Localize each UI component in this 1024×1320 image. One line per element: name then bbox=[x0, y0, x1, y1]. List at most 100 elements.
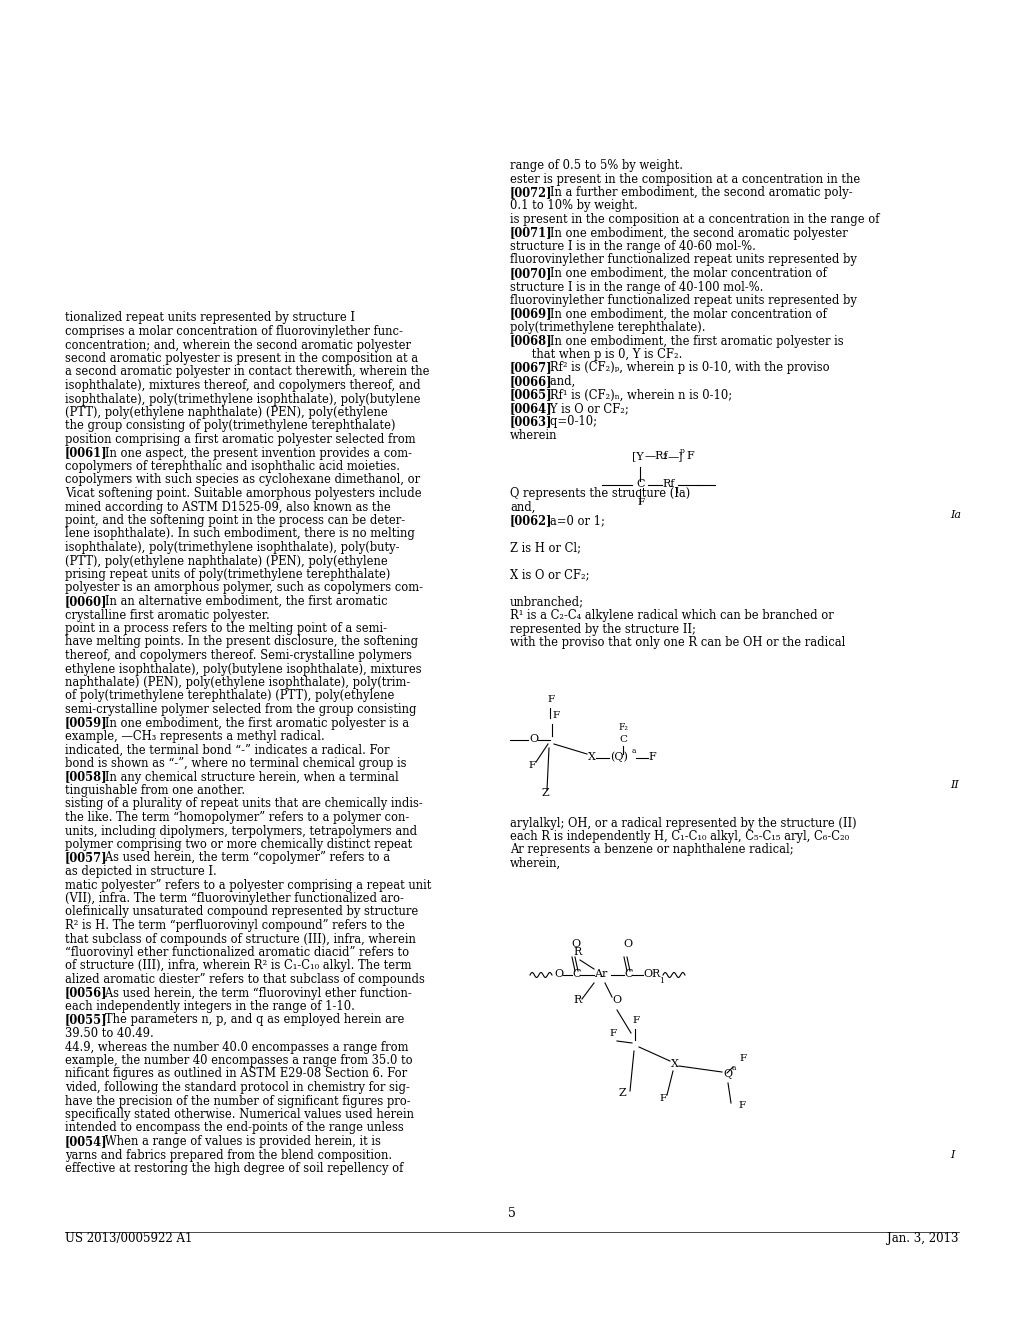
Text: Ia: Ia bbox=[950, 510, 961, 520]
Text: that when p is 0, Y is CF₂.: that when p is 0, Y is CF₂. bbox=[510, 348, 682, 360]
Text: the like. The term “homopolymer” refers to a polymer con-: the like. The term “homopolymer” refers … bbox=[65, 810, 410, 824]
Text: [0067]: [0067] bbox=[510, 362, 553, 375]
Text: Q represents the structure (Ia): Q represents the structure (Ia) bbox=[510, 487, 690, 500]
Text: Ar: Ar bbox=[594, 969, 607, 979]
Text: R: R bbox=[573, 946, 582, 957]
Text: Y is O or CF₂;: Y is O or CF₂; bbox=[539, 403, 629, 414]
Text: R¹ is a C₂-C₄ alkylene radical which can be branched or: R¹ is a C₂-C₄ alkylene radical which can… bbox=[510, 609, 834, 622]
Text: structure I is in the range of 40-100 mol-%.: structure I is in the range of 40-100 mo… bbox=[510, 281, 763, 293]
Text: polymer comprising two or more chemically distinct repeat: polymer comprising two or more chemicall… bbox=[65, 838, 413, 851]
Text: F: F bbox=[659, 1094, 667, 1104]
Text: nificant figures as outlined in ASTM E29-08 Section 6. For: nificant figures as outlined in ASTM E29… bbox=[65, 1068, 408, 1081]
Text: 1: 1 bbox=[659, 977, 664, 985]
Text: ethylene isophthalate), poly(butylene isophthalate), mixtures: ethylene isophthalate), poly(butylene is… bbox=[65, 663, 422, 676]
Text: have melting points. In the present disclosure, the softening: have melting points. In the present disc… bbox=[65, 635, 418, 648]
Text: Vicat softening point. Suitable amorphous polyesters include: Vicat softening point. Suitable amorphou… bbox=[65, 487, 422, 500]
Text: In one embodiment, the second aromatic polyester: In one embodiment, the second aromatic p… bbox=[539, 227, 848, 239]
Text: copolymers with such species as cyclohexane dimethanol, or: copolymers with such species as cyclohex… bbox=[65, 474, 420, 487]
Text: [0065]: [0065] bbox=[510, 388, 553, 401]
Text: a=0 or 1;: a=0 or 1; bbox=[539, 515, 605, 528]
Text: [0063]: [0063] bbox=[510, 416, 553, 429]
Text: semi-crystalline polymer selected from the group consisting: semi-crystalline polymer selected from t… bbox=[65, 704, 417, 715]
Text: In one aspect, the present invention provides a com-: In one aspect, the present invention pro… bbox=[94, 446, 412, 459]
Text: indicated, the terminal bond “-” indicates a radical. For: indicated, the terminal bond “-” indicat… bbox=[65, 743, 389, 756]
Text: example, —CH₃ represents a methyl radical.: example, —CH₃ represents a methyl radica… bbox=[65, 730, 325, 743]
Text: crystalline first aromatic polyester.: crystalline first aromatic polyester. bbox=[65, 609, 269, 622]
Text: (PTT), poly(ethylene naphthalate) (PEN), poly(ethylene: (PTT), poly(ethylene naphthalate) (PEN),… bbox=[65, 407, 388, 418]
Text: II: II bbox=[950, 780, 958, 789]
Text: yarns and fabrics prepared from the blend composition.: yarns and fabrics prepared from the blen… bbox=[65, 1148, 392, 1162]
Text: [Y: [Y bbox=[632, 451, 644, 461]
Text: 39.50 to 40.49.: 39.50 to 40.49. bbox=[65, 1027, 154, 1040]
Text: [0068]: [0068] bbox=[510, 334, 553, 347]
Text: range of 0.5 to 5% by weight.: range of 0.5 to 5% by weight. bbox=[510, 158, 683, 172]
Text: [0061]: [0061] bbox=[65, 446, 108, 459]
Text: with the proviso that only one R can be OH or the radical: with the proviso that only one R can be … bbox=[510, 636, 846, 649]
Text: [0064]: [0064] bbox=[510, 403, 553, 414]
Text: position comprising a first aromatic polyester selected from: position comprising a first aromatic pol… bbox=[65, 433, 416, 446]
Text: When a range of values is provided herein, it is: When a range of values is provided herei… bbox=[94, 1135, 381, 1148]
Text: (Q): (Q) bbox=[610, 751, 628, 762]
Text: represented by the structure II;: represented by the structure II; bbox=[510, 623, 696, 635]
Text: arylalkyl; OH, or a radical represented by the structure (II): arylalkyl; OH, or a radical represented … bbox=[510, 817, 857, 829]
Text: In one embodiment, the first aromatic polyester is a: In one embodiment, the first aromatic po… bbox=[94, 717, 410, 730]
Text: thereof, and copolymers thereof. Semi-crystalline polymers: thereof, and copolymers thereof. Semi-cr… bbox=[65, 649, 412, 663]
Text: effective at restoring the high degree of soil repellency of: effective at restoring the high degree o… bbox=[65, 1162, 403, 1175]
Text: [0060]: [0060] bbox=[65, 595, 108, 609]
Text: [0062]: [0062] bbox=[510, 515, 553, 528]
Text: a second aromatic polyester in contact therewith, wherein the: a second aromatic polyester in contact t… bbox=[65, 366, 429, 379]
Text: X: X bbox=[671, 1059, 679, 1069]
Text: q=0-10;: q=0-10; bbox=[539, 416, 597, 429]
Text: As used herein, the term “copolymer” refers to a: As used herein, the term “copolymer” ref… bbox=[94, 851, 390, 865]
Text: isophthalate), mixtures thereof, and copolymers thereof, and: isophthalate), mixtures thereof, and cop… bbox=[65, 379, 421, 392]
Text: a: a bbox=[632, 747, 637, 755]
Text: wherein: wherein bbox=[510, 429, 557, 442]
Text: R: R bbox=[651, 969, 659, 979]
Text: [0071]: [0071] bbox=[510, 227, 553, 239]
Text: 44.9, whereas the number 40.0 encompasses a range from: 44.9, whereas the number 40.0 encompasse… bbox=[65, 1040, 409, 1053]
Text: comprises a molar concentration of fluorovinylether func-: comprises a molar concentration of fluor… bbox=[65, 325, 402, 338]
Text: lene isophthalate). In such embodiment, there is no melting: lene isophthalate). In such embodiment, … bbox=[65, 528, 415, 540]
Text: F: F bbox=[609, 1030, 616, 1038]
Text: 2: 2 bbox=[662, 453, 667, 461]
Text: Z: Z bbox=[542, 788, 550, 799]
Text: fluorovinylether functionalized repeat units represented by: fluorovinylether functionalized repeat u… bbox=[510, 253, 857, 267]
Text: wherein,: wherein, bbox=[510, 857, 561, 870]
Text: vided, following the standard protocol in chemistry for sig-: vided, following the standard protocol i… bbox=[65, 1081, 410, 1094]
Text: mined according to ASTM D1525-09, also known as the: mined according to ASTM D1525-09, also k… bbox=[65, 500, 391, 513]
Text: X: X bbox=[588, 752, 596, 762]
Text: F: F bbox=[637, 498, 644, 507]
Text: of poly(trimethylene terephthalate) (PTT), poly(ethylene: of poly(trimethylene terephthalate) (PTT… bbox=[65, 689, 394, 702]
Text: O: O bbox=[643, 969, 652, 979]
Text: naphthalate) (PEN), poly(ethylene isophthalate), poly(trim-: naphthalate) (PEN), poly(ethylene isopht… bbox=[65, 676, 411, 689]
Text: US 2013/0005922 A1: US 2013/0005922 A1 bbox=[65, 1232, 193, 1245]
Text: alized aromatic diester” refers to that subclass of compounds: alized aromatic diester” refers to that … bbox=[65, 973, 425, 986]
Text: point, and the softening point in the process can be deter-: point, and the softening point in the pr… bbox=[65, 513, 406, 527]
Text: a: a bbox=[732, 1064, 736, 1072]
Text: concentration; and, wherein the second aromatic polyester: concentration; and, wherein the second a… bbox=[65, 338, 411, 351]
Text: tinguishable from one another.: tinguishable from one another. bbox=[65, 784, 245, 797]
Text: is present in the composition at a concentration in the range of: is present in the composition at a conce… bbox=[510, 213, 880, 226]
Text: In any chemical structure herein, when a terminal: In any chemical structure herein, when a… bbox=[94, 771, 399, 784]
Text: In one embodiment, the first aromatic polyester is: In one embodiment, the first aromatic po… bbox=[539, 334, 844, 347]
Text: —]: —] bbox=[668, 451, 683, 461]
Text: ester is present in the composition at a concentration in the: ester is present in the composition at a… bbox=[510, 173, 860, 186]
Text: second aromatic polyester is present in the composition at a: second aromatic polyester is present in … bbox=[65, 352, 418, 366]
Text: F: F bbox=[552, 711, 559, 719]
Text: —Rf: —Rf bbox=[645, 451, 669, 461]
Text: matic polyester” refers to a polyester comprising a repeat unit: matic polyester” refers to a polyester c… bbox=[65, 879, 431, 891]
Text: sisting of a plurality of repeat units that are chemically indis-: sisting of a plurality of repeat units t… bbox=[65, 797, 423, 810]
Text: Jan. 3, 2013: Jan. 3, 2013 bbox=[888, 1232, 959, 1245]
Text: the group consisting of poly(trimethylene terephthalate): the group consisting of poly(trimethylen… bbox=[65, 420, 395, 433]
Text: C: C bbox=[624, 969, 633, 979]
Text: F₂: F₂ bbox=[618, 723, 628, 733]
Text: F: F bbox=[528, 762, 536, 770]
Text: p: p bbox=[680, 447, 685, 455]
Text: [0058]: [0058] bbox=[65, 771, 108, 784]
Text: 5: 5 bbox=[508, 1206, 516, 1220]
Text: F: F bbox=[739, 1053, 746, 1063]
Text: [0070]: [0070] bbox=[510, 267, 553, 280]
Text: tionalized repeat units represented by structure I: tionalized repeat units represented by s… bbox=[65, 312, 355, 325]
Text: The parameters n, p, and q as employed herein are: The parameters n, p, and q as employed h… bbox=[94, 1014, 404, 1027]
Text: R: R bbox=[573, 995, 582, 1005]
